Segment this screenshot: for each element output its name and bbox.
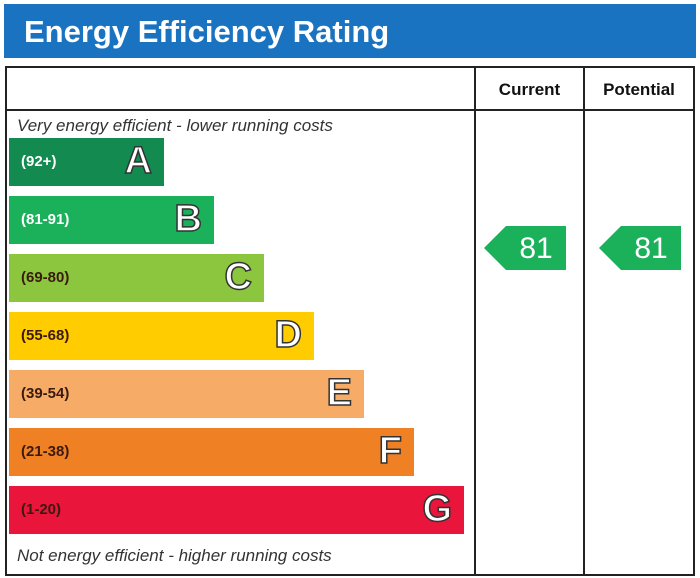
band-bar-g: (1-20) G xyxy=(9,486,464,534)
band-letter: B xyxy=(174,197,203,241)
band-bar-e: (39-54) E xyxy=(9,370,364,418)
band-bar-b: (81-91) B xyxy=(9,196,214,244)
bottom-caption: Not energy efficient - higher running co… xyxy=(17,546,332,565)
band-range: (69-80) xyxy=(21,269,70,286)
current-header: Current xyxy=(498,80,561,99)
potential-rating-value: 81 xyxy=(634,232,668,265)
band-letter: A xyxy=(124,139,153,183)
column-divider xyxy=(583,68,585,574)
column-divider xyxy=(474,68,476,574)
top-caption: Very energy efficient - lower running co… xyxy=(17,116,333,135)
band-range: (21-38) xyxy=(21,443,70,460)
band-bar-a: (92+) A xyxy=(9,138,164,186)
band-letter: G xyxy=(422,487,453,531)
current-rating-value: 81 xyxy=(519,232,553,265)
band-range: (81-91) xyxy=(21,211,70,228)
band-letter: F xyxy=(378,429,403,473)
potential-rating-arrow: 81 xyxy=(599,226,681,270)
chart-title: Energy Efficiency Rating xyxy=(24,14,390,49)
band-range: (39-54) xyxy=(21,385,70,402)
band-range: (1-20) xyxy=(21,501,62,518)
potential-header: Potential xyxy=(603,80,675,99)
band-range: (55-68) xyxy=(21,327,70,344)
rating-table: Current Potential Very energy efficient … xyxy=(5,66,695,576)
band-bar-c: (69-80) C xyxy=(9,254,264,302)
band-letter: E xyxy=(326,371,353,415)
header-divider xyxy=(7,109,693,111)
band-bar-d: (55-68) D xyxy=(9,312,314,360)
band-letter: C xyxy=(224,255,253,299)
band-range: (92+) xyxy=(21,153,57,170)
title-banner: Energy Efficiency Rating xyxy=(4,4,696,58)
current-rating-arrow: 81 xyxy=(484,226,566,270)
band-letter: D xyxy=(274,313,303,357)
band-bar-f: (21-38) F xyxy=(9,428,414,476)
